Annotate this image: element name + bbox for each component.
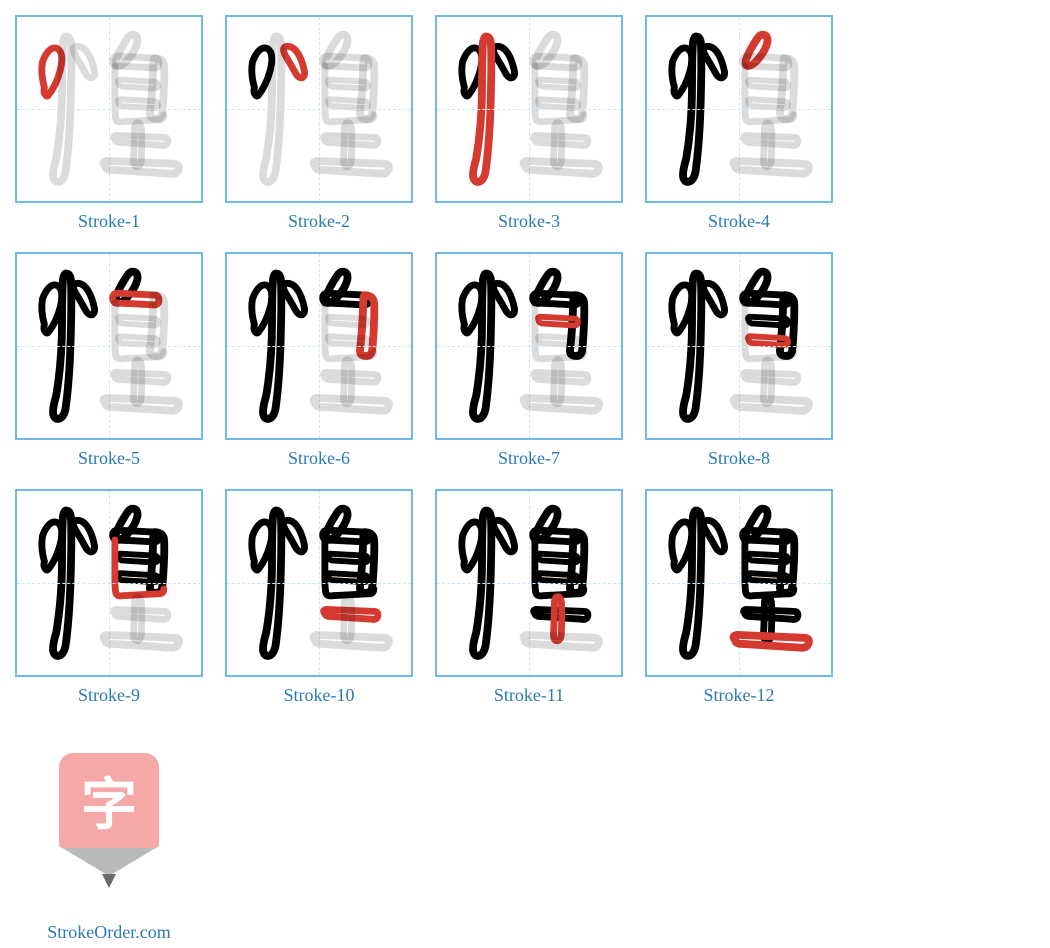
stroke-label: Stroke-6 xyxy=(288,448,350,469)
stroke-cell-2: Stroke-2 xyxy=(225,15,413,232)
stroke-label: Stroke-7 xyxy=(498,448,560,469)
stroke-grid: Stroke-1 Stroke-2 Stroke-3 Stroke-4 Stro… xyxy=(10,10,1040,948)
stroke-box xyxy=(435,15,623,203)
stroke-cell-5: Stroke-5 xyxy=(15,252,203,469)
stroke-label: Stroke-12 xyxy=(704,685,775,706)
stroke-box xyxy=(15,489,203,677)
stroke-box xyxy=(435,489,623,677)
stroke-box xyxy=(645,252,833,440)
site-logo: 字 xyxy=(15,726,203,914)
stroke-box xyxy=(435,252,623,440)
stroke-box xyxy=(15,252,203,440)
stroke-cell-11: Stroke-11 xyxy=(435,489,623,706)
watermark-label: StrokeOrder.com xyxy=(47,922,170,943)
stroke-box xyxy=(645,15,833,203)
logo-badge: 字 xyxy=(59,753,159,848)
stroke-cell-7: Stroke-7 xyxy=(435,252,623,469)
stroke-box xyxy=(15,15,203,203)
stroke-label: Stroke-8 xyxy=(708,448,770,469)
stroke-label: Stroke-3 xyxy=(498,211,560,232)
stroke-box xyxy=(225,489,413,677)
stroke-cell-6: Stroke-6 xyxy=(225,252,413,469)
logo-cell: 字 StrokeOrder.com xyxy=(15,726,203,943)
stroke-box xyxy=(225,15,413,203)
logo-character: 字 xyxy=(81,760,137,841)
pencil-tip-icon xyxy=(102,874,116,888)
stroke-cell-8: Stroke-8 xyxy=(645,252,833,469)
stroke-cell-1: Stroke-1 xyxy=(15,15,203,232)
pencil-body-icon xyxy=(59,846,159,876)
stroke-label: Stroke-10 xyxy=(284,685,355,706)
stroke-cell-3: Stroke-3 xyxy=(435,15,623,232)
stroke-cell-10: Stroke-10 xyxy=(225,489,413,706)
stroke-label: Stroke-11 xyxy=(494,685,564,706)
stroke-cell-9: Stroke-9 xyxy=(15,489,203,706)
stroke-label: Stroke-5 xyxy=(78,448,140,469)
stroke-label: Stroke-1 xyxy=(78,211,140,232)
stroke-label: Stroke-9 xyxy=(78,685,140,706)
stroke-box xyxy=(645,489,833,677)
stroke-box xyxy=(225,252,413,440)
stroke-label: Stroke-2 xyxy=(288,211,350,232)
stroke-cell-12: Stroke-12 xyxy=(645,489,833,706)
stroke-label: Stroke-4 xyxy=(708,211,770,232)
stroke-cell-4: Stroke-4 xyxy=(645,15,833,232)
